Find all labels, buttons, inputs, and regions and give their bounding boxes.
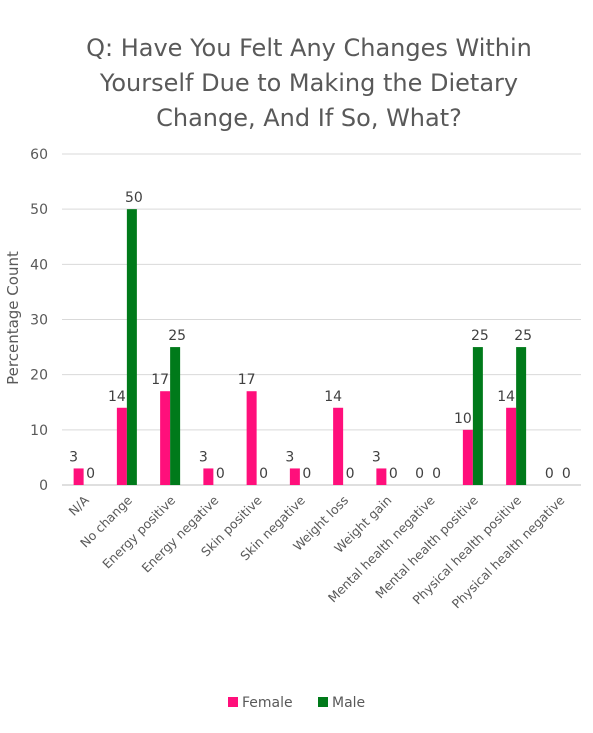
female-data-label: 0 [545,466,554,482]
female-data-label: 14 [324,389,342,405]
legend-swatch [228,697,238,707]
legend-female: Female [228,695,293,711]
female-data-label: 10 [454,411,472,427]
chart-title-line: Yourself Due to Making the Dietary [99,69,518,97]
female-data-label: 17 [238,372,256,388]
male-bar [126,209,137,485]
male-data-label: 0 [562,466,571,482]
y-tick-label: 20 [30,368,48,384]
y-axis-label: Percentage Count [4,251,22,385]
y-tick-label: 30 [30,313,48,329]
male-data-label: 0 [216,466,225,482]
legend-label: Male [332,695,365,711]
male-data-label: 0 [86,466,95,482]
female-bar [376,468,387,485]
male-data-label: 0 [259,466,268,482]
female-bar [462,429,473,485]
female-bar [73,468,84,485]
y-axis-ticks: 0 10 20 30 40 50 60 [30,147,48,494]
y-tick-label: 0 [39,478,48,494]
y-tick-label: 10 [30,423,48,439]
y-tick-label: 60 [30,147,48,163]
male-bar [472,347,483,485]
category-label: Energy negative [138,492,221,575]
male-data-label: 50 [125,190,143,206]
legend-label: Female [242,695,293,711]
chart-title-line: Q: Have You Felt Any Changes Within [86,34,532,62]
female-data-label: 3 [69,449,78,465]
chart-title: Q: Have You Felt Any Changes Within Yours… [86,34,532,132]
male-data-label: 0 [389,466,398,482]
category-label: N/A [65,492,92,519]
category-label: Energy positive [99,492,178,571]
y-tick-label: 50 [30,202,48,218]
female-data-label: 3 [372,449,381,465]
female-data-label: 3 [199,449,208,465]
chart-title-line: Change, And If So, What? [156,104,462,132]
legend-male: Male [318,695,365,711]
female-bar [506,407,517,485]
male-bar [170,347,181,485]
female-bar [116,407,127,485]
male-data-label: 25 [514,328,532,344]
female-bar [246,391,257,485]
female-data-label: 17 [151,372,169,388]
male-data-label: 25 [168,328,186,344]
gridlines [62,153,581,486]
female-bar [160,391,171,485]
female-data-label: 14 [108,389,126,405]
female-data-label: 0 [415,466,424,482]
female-data-label: 14 [497,389,515,405]
male-data-label: 0 [346,466,355,482]
female-bar [203,468,214,485]
legend: Female Male [228,695,365,711]
male-data-label: 25 [471,328,489,344]
male-data-label: 0 [302,466,311,482]
legend-swatch [318,697,328,707]
female-bar [289,468,300,485]
female-data-label: 3 [285,449,294,465]
male-data-label: 0 [432,466,441,482]
y-tick-label: 40 [30,257,48,273]
male-bar [516,347,527,485]
female-bar [333,407,344,485]
bars [73,209,527,485]
